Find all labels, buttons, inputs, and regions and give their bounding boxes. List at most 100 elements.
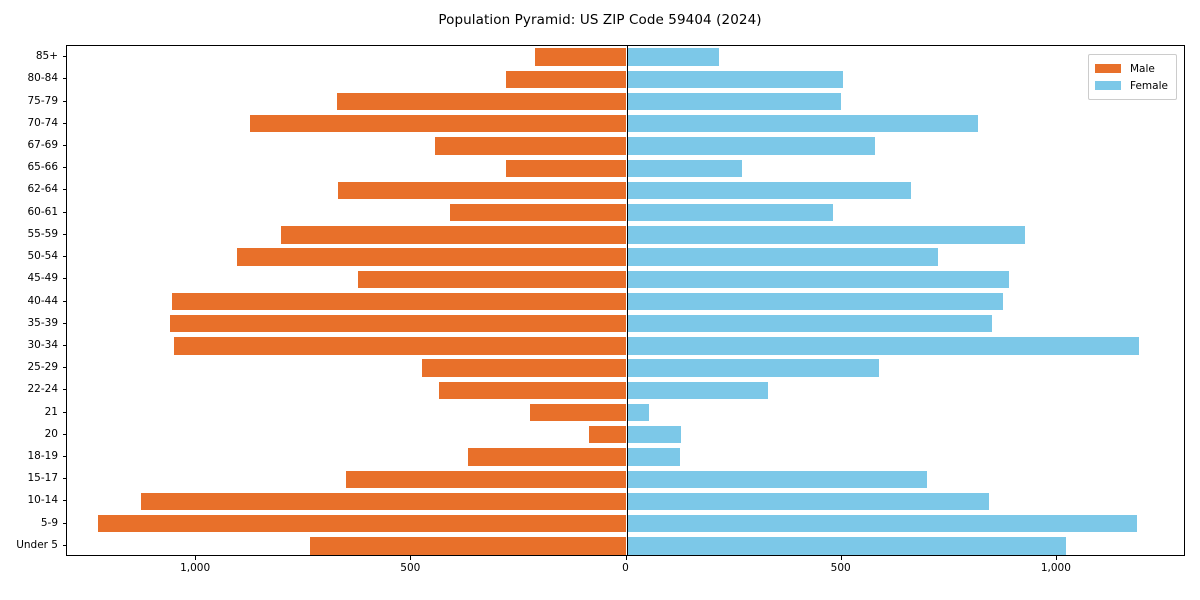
bar-male: [589, 426, 627, 444]
bar-row: [67, 181, 1184, 200]
bar-female: [626, 48, 720, 66]
x-axis-tickmark: [1055, 556, 1057, 560]
bar-female: [626, 226, 1026, 244]
y-axis-tick-label: 80-84: [27, 72, 58, 85]
bar-female: [626, 492, 989, 511]
bar-female: [626, 248, 939, 266]
y-axis-tick-label: 70-74: [27, 116, 58, 129]
y-axis-tick-label: 67-69: [27, 138, 58, 151]
chart-legend: Male Female: [1088, 54, 1177, 100]
y-axis-tickmark: [62, 100, 66, 102]
bar-row: [67, 359, 1184, 377]
y-axis-tick-label: 21: [44, 405, 58, 418]
y-axis-tickmark: [62, 322, 66, 324]
bar-male: [337, 92, 627, 111]
y-axis-tickmark: [62, 278, 66, 280]
y-axis-tick-label: 50-54: [27, 250, 58, 263]
bar-row: [67, 203, 1184, 222]
legend-entry[interactable]: Female: [1095, 77, 1168, 94]
bar-row: [67, 426, 1184, 444]
bar-male: [530, 403, 627, 422]
bar-male: [468, 448, 627, 466]
bar-male: [438, 381, 627, 400]
bar-female: [626, 537, 1067, 555]
y-axis-tick-label: 75-79: [27, 94, 58, 107]
bar-row: [67, 292, 1184, 311]
bar-female: [626, 403, 649, 422]
legend-color-swatch: [1095, 64, 1121, 73]
y-axis-tick-label: 10-14: [27, 494, 58, 507]
y-axis-ticks: [0, 45, 66, 556]
x-axis-tickmark: [410, 556, 412, 560]
y-axis-tick-label: 15-17: [27, 472, 58, 485]
bar-row: [67, 448, 1184, 466]
bar-male: [346, 470, 627, 488]
x-axis-tickmark: [195, 556, 197, 560]
bar-male: [309, 537, 627, 555]
x-axis-tick-label: 500: [400, 562, 421, 574]
bar-male: [249, 115, 627, 133]
y-axis-tickmark: [62, 189, 66, 191]
plot-area: [66, 45, 1185, 556]
bar-row: [67, 137, 1184, 155]
bars-layer: [67, 46, 1184, 555]
bar-row: [67, 515, 1184, 533]
bar-row: [67, 248, 1184, 266]
bar-row: [67, 470, 1184, 488]
bar-female: [626, 426, 682, 444]
y-axis-tick-label: 45-49: [27, 272, 58, 285]
bar-female: [626, 137, 876, 155]
y-axis-tickmark: [62, 522, 66, 524]
y-axis-tick-label: 40-44: [27, 294, 58, 307]
bar-male: [338, 181, 627, 200]
bar-row: [67, 70, 1184, 88]
y-axis-tickmark: [62, 478, 66, 480]
y-axis-tick-label: 35-39: [27, 316, 58, 329]
bar-female: [626, 381, 768, 400]
bar-male: [535, 48, 627, 66]
bar-row: [67, 48, 1184, 66]
bar-row: [67, 492, 1184, 511]
zero-axis-line: [626, 46, 628, 555]
y-axis-tickmark: [62, 211, 66, 213]
bar-female: [626, 181, 911, 200]
bar-female: [626, 203, 833, 222]
y-axis-tickmark: [62, 344, 66, 346]
y-axis-tickmark: [62, 500, 66, 502]
bar-female: [626, 92, 841, 111]
y-axis-tick-label: 55-59: [27, 227, 58, 240]
bar-male: [169, 315, 627, 333]
bar-row: [67, 92, 1184, 111]
bar-male: [422, 359, 627, 377]
y-axis-tickmark: [62, 144, 66, 146]
bar-row: [67, 337, 1184, 355]
y-axis-tick-label: 60-61: [27, 205, 58, 218]
y-axis-tickmark: [62, 367, 66, 369]
x-axis-tick-label: 1,000: [1040, 562, 1071, 574]
bar-row: [67, 315, 1184, 333]
bar-male: [434, 137, 627, 155]
bar-male: [171, 292, 627, 311]
y-axis-tick-label: 25-29: [27, 361, 58, 374]
legend-label: Male: [1130, 62, 1155, 75]
y-axis-tick-label: 62-64: [27, 183, 58, 196]
bar-female: [626, 359, 880, 377]
legend-label: Female: [1130, 79, 1168, 92]
bar-male: [505, 70, 627, 88]
legend-color-swatch: [1095, 81, 1121, 90]
bar-female: [626, 515, 1137, 533]
bar-row: [67, 270, 1184, 288]
y-axis-tick-label: 85+: [35, 50, 58, 63]
y-axis-tickmark: [62, 433, 66, 435]
y-axis-tickmark: [62, 256, 66, 258]
bar-row: [67, 226, 1184, 244]
x-axis-tick-label: 1,000: [180, 562, 211, 574]
legend-entry[interactable]: Male: [1095, 60, 1168, 77]
y-axis-tick-label: 20: [44, 427, 58, 440]
y-axis-tick-label: Under 5: [16, 538, 58, 551]
y-axis-tickmark: [62, 167, 66, 169]
y-axis-tickmark: [62, 56, 66, 58]
bar-male: [97, 515, 627, 533]
chart-title: Population Pyramid: US ZIP Code 59404 (2…: [438, 12, 762, 28]
